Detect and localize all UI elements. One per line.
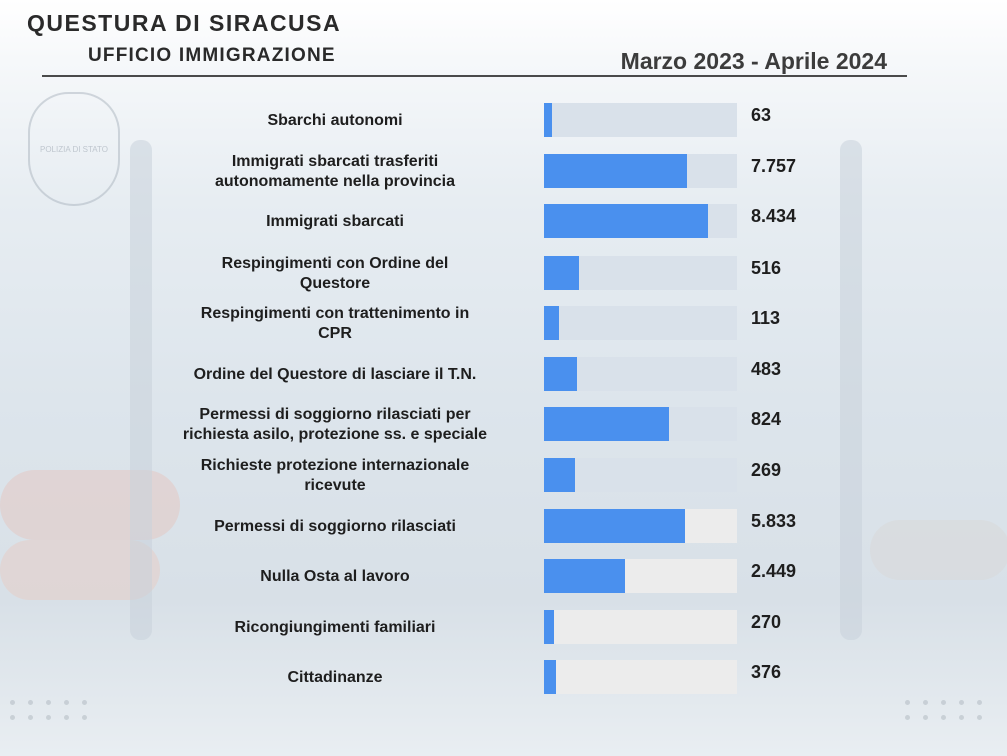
period-label: Marzo 2023 - Aprile 2024 [620, 48, 887, 74]
category-label-line: Respingimenti con Ordine del [222, 255, 449, 272]
bar [544, 660, 556, 694]
decorative-dots [10, 700, 90, 720]
bar-track [544, 458, 737, 492]
value-label: 376 [751, 662, 781, 682]
category-label: Richieste protezione internazionale ricev… [201, 457, 470, 494]
bar [544, 103, 552, 137]
header-divider [42, 75, 907, 77]
category-label-line: Permessi di soggiorno rilasciati per [199, 406, 470, 423]
category-label-line: Richieste protezione internazionale [201, 457, 470, 474]
bar-track [544, 306, 737, 340]
category-label: Respingimenti con trattenimento in CPR [201, 305, 469, 342]
category-label-line: Ricongiungimenti familiari [235, 619, 436, 636]
page-title: QUESTURA DI SIRACUSA [27, 10, 342, 36]
bar-track [544, 610, 737, 644]
bar [544, 458, 575, 492]
value-label: 270 [751, 612, 781, 632]
bar [544, 610, 554, 644]
category-label: Ordine del Questore di lasciare il T.N. [194, 366, 477, 383]
page-subtitle: UFFICIO IMMIGRAZIONE [88, 45, 336, 66]
category-label: Nulla Osta al lavoro [260, 568, 410, 585]
value-label: 516 [751, 258, 781, 278]
value-label: 5.833 [751, 511, 796, 531]
bar [544, 357, 577, 391]
value-label: 113 [751, 308, 780, 328]
category-label-line: Respingimenti con trattenimento in [201, 305, 469, 322]
value-label: 63 [751, 105, 771, 125]
category-label-line: richiesta asilo, protezione ss. e specia… [183, 426, 487, 443]
bar [544, 509, 685, 543]
category-label: Permessi di soggiorno rilasciati [214, 518, 456, 535]
value-label: 824 [751, 409, 781, 429]
category-label-line: Permessi di soggiorno rilasciati [214, 518, 456, 535]
category-label: Sbarchi autonomi [267, 112, 402, 129]
seal-text: POLIZIA DI STATO [39, 144, 108, 154]
category-label-line: Sbarchi autonomi [267, 112, 402, 129]
bar [544, 256, 579, 290]
category-label: Cittadinanze [287, 669, 382, 686]
value-label: 269 [751, 460, 781, 480]
category-label-line: ricevute [304, 477, 365, 494]
category-label: Immigrati sbarcati trasferiti autonomamen… [215, 153, 455, 190]
category-label: Permessi di soggiorno rilasciati per rich… [183, 406, 487, 443]
bar-track [544, 660, 737, 694]
category-label: Immigrati sbarcati [266, 213, 404, 230]
decorative-dots [905, 700, 985, 720]
polizia-seal-watermark: POLIZIA DI STATO [28, 92, 120, 206]
category-label-line: Immigrati sbarcati [266, 213, 404, 230]
category-label: Ricongiungimenti familiari [235, 619, 436, 636]
category-label-line: CPR [318, 325, 352, 342]
value-label: 7.757 [751, 156, 796, 176]
category-label-line: Immigrati sbarcati trasferiti [232, 153, 438, 170]
bar [544, 559, 625, 593]
value-label: 483 [751, 359, 781, 379]
category-label-line: Questore [300, 275, 370, 292]
category-label-line: autonomamente nella provincia [215, 173, 455, 190]
value-label: 8.434 [751, 206, 796, 226]
bar [544, 154, 687, 188]
category-label-line: Cittadinanze [287, 669, 382, 686]
category-label-line: Ordine del Questore di lasciare il T.N. [194, 366, 477, 383]
bar-track [544, 103, 737, 137]
value-label: 2.449 [751, 561, 796, 581]
bar [544, 306, 559, 340]
bar [544, 407, 669, 441]
bar [544, 204, 708, 238]
category-label-line: Nulla Osta al lavoro [260, 568, 410, 585]
category-label: Respingimenti con Ordine del Questore [222, 255, 449, 292]
